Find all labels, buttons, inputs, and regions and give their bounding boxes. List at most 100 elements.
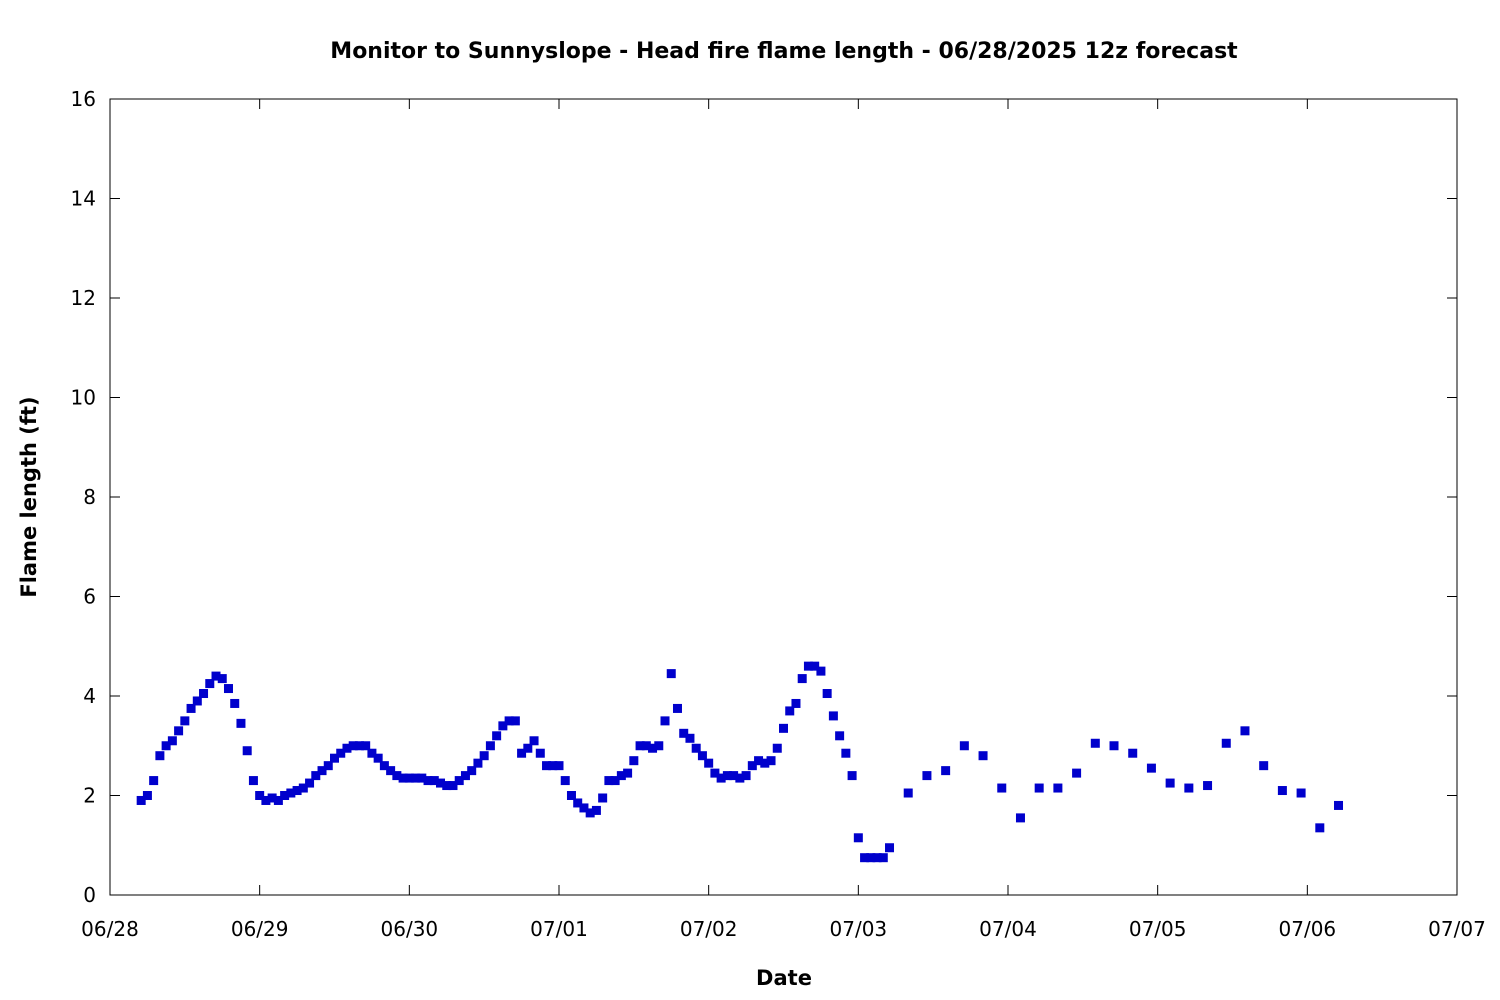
data-point — [429, 776, 439, 786]
data-point — [255, 791, 265, 800]
data-point — [223, 684, 233, 694]
data-point — [797, 674, 807, 684]
data-point — [542, 761, 552, 771]
data-point — [492, 731, 502, 741]
data-point — [273, 795, 283, 805]
data-point — [473, 758, 483, 768]
data-point — [1053, 783, 1063, 793]
data-point — [660, 716, 670, 726]
data-point — [847, 771, 857, 781]
data-point — [959, 741, 969, 751]
data-point — [1240, 726, 1250, 736]
y-tick-label: 8 — [83, 485, 96, 509]
y-axis-label: Flame length (ft) — [17, 396, 41, 597]
data-point — [467, 766, 477, 776]
y-tick-label: 2 — [83, 784, 96, 808]
data-point — [311, 771, 321, 781]
y-axis: 0 2 4 6 8 10 12 14 16 — [71, 87, 1457, 907]
y-tick-label: 0 — [83, 883, 96, 907]
data-point — [504, 716, 514, 726]
data-point — [136, 795, 146, 805]
data-point — [1090, 738, 1100, 748]
data-point — [566, 791, 576, 800]
data-point — [941, 766, 951, 776]
data-point — [641, 741, 651, 751]
data-point — [872, 853, 882, 863]
data-point — [1259, 761, 1269, 771]
data-point — [373, 753, 383, 763]
data-point — [442, 781, 452, 791]
data-point — [460, 771, 470, 781]
data-point — [523, 743, 533, 753]
data-point — [1034, 783, 1044, 793]
data-point — [1184, 783, 1194, 793]
data-point — [354, 741, 364, 751]
data-point — [510, 716, 520, 726]
data-point — [479, 751, 489, 761]
data-point — [635, 741, 645, 751]
x-axis: 06/28 06/29 06/30 07/01 07/02 07/03 07/04 07/05… — [81, 99, 1486, 941]
data-point — [679, 728, 689, 738]
data-point — [417, 773, 427, 783]
data-point — [766, 756, 776, 766]
data-point — [560, 776, 570, 786]
data-point — [236, 718, 246, 728]
data-point — [629, 756, 639, 766]
data-point — [785, 706, 795, 716]
data-point — [791, 698, 801, 708]
data-point — [448, 781, 458, 791]
data-point — [267, 793, 277, 803]
y-tick-label: 16 — [71, 87, 96, 111]
data-point — [691, 743, 701, 753]
y-tick-label: 10 — [71, 386, 96, 410]
data-point — [828, 711, 838, 721]
data-point — [579, 803, 589, 813]
data-point — [1128, 748, 1138, 758]
x-axis-label: Date — [756, 966, 812, 990]
data-point — [903, 788, 913, 798]
data-point — [922, 771, 932, 781]
data-point — [735, 773, 745, 783]
data-point — [454, 776, 464, 786]
data-point — [242, 746, 252, 756]
data-point — [598, 793, 608, 803]
data-point — [498, 721, 508, 731]
data-point — [672, 703, 682, 713]
data-point — [211, 671, 221, 681]
data-point — [1015, 813, 1025, 823]
data-point — [323, 761, 333, 771]
data-point — [149, 776, 159, 786]
data-point — [217, 674, 227, 684]
data-point — [1315, 823, 1325, 833]
data-point — [305, 778, 315, 788]
data-point — [548, 761, 558, 771]
data-point — [697, 751, 707, 761]
data-point — [317, 766, 327, 776]
data-point — [760, 758, 770, 768]
data-point — [398, 773, 408, 783]
x-tick-label: 07/04 — [979, 917, 1037, 941]
data-point — [1165, 778, 1175, 788]
data-point — [379, 761, 389, 771]
data-point — [205, 679, 215, 689]
data-point — [822, 689, 832, 699]
data-point — [286, 788, 296, 798]
y-tick-label: 12 — [71, 286, 96, 310]
data-point — [666, 669, 676, 679]
data-point — [747, 761, 757, 771]
data-point — [485, 741, 495, 751]
data-point — [142, 791, 152, 800]
data-point — [155, 751, 165, 761]
data-point — [810, 661, 820, 671]
data-point — [1221, 738, 1231, 748]
x-tick-label: 07/06 — [1279, 917, 1337, 941]
data-point — [573, 798, 583, 808]
data-point — [230, 698, 240, 708]
data-point — [729, 771, 739, 781]
data-point — [716, 773, 726, 783]
data-point — [392, 771, 402, 781]
data-point — [186, 703, 196, 713]
data-point — [1296, 788, 1306, 798]
x-tick-label: 07/02 — [680, 917, 738, 941]
data-point — [648, 743, 658, 753]
